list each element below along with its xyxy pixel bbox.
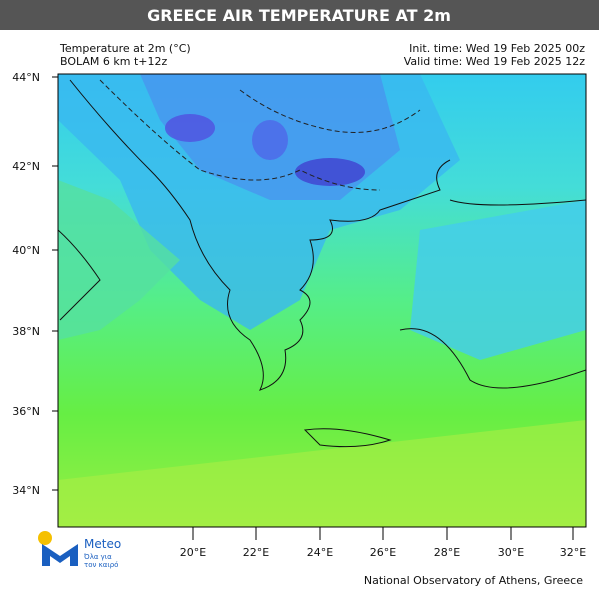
lat-label: 40°N	[12, 244, 40, 257]
lon-label: 32°E	[560, 546, 586, 559]
footer: National Observatory of Athens, Greece	[364, 574, 583, 587]
title-bar	[0, 0, 599, 30]
lon-label: 26°E	[370, 546, 396, 559]
map	[58, 74, 586, 527]
lon-label: 28°E	[434, 546, 460, 559]
header-left: Temperature at 2m (°C)	[59, 42, 191, 55]
lat-label: 36°N	[12, 405, 40, 418]
logo-name: Meteo	[84, 537, 121, 551]
lon-label: 22°E	[243, 546, 269, 559]
title: GREECE AIR TEMPERATURE AT 2m	[147, 6, 451, 25]
logo-tagline: τον καιρό	[84, 561, 118, 569]
logo-dot	[38, 531, 52, 545]
logo-tagline: Όλα για	[83, 553, 112, 561]
lat-label: 34°N	[12, 484, 40, 497]
lat-label: 44°N	[12, 71, 40, 84]
header-right: Valid time: Wed 19 Feb 2025 12z	[404, 55, 585, 68]
lon-label: 24°E	[307, 546, 333, 559]
header-left: BOLAM 6 km t+12z	[60, 55, 168, 68]
header-right: Init. time: Wed 19 Feb 2025 00z	[409, 42, 585, 55]
lon-label: 20°E	[180, 546, 206, 559]
lat-label: 38°N	[12, 325, 40, 338]
lat-label: 42°N	[12, 160, 40, 173]
map-frame	[57, 73, 587, 528]
logo-mark	[42, 544, 78, 566]
lon-label: 30°E	[498, 546, 524, 559]
